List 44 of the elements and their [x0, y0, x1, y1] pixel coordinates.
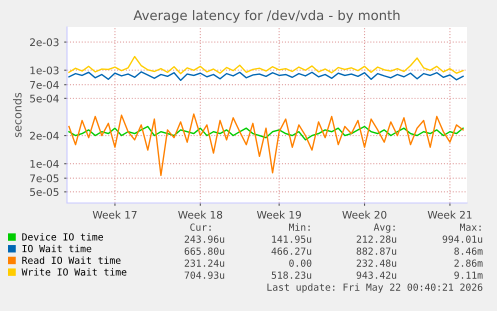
x-tick-label: Week 20 [342, 210, 386, 219]
y-axis-title: seconds [13, 92, 22, 138]
legend-label: Device IO time [22, 233, 103, 241]
y-tick-label: 1e-03 [30, 66, 59, 74]
legend-label: Write IO Wait time [22, 268, 126, 276]
text: 9.11m [454, 271, 483, 279]
text: 212.28u [356, 235, 396, 243]
text: 2.86m [454, 259, 483, 267]
text: 943.42u [356, 271, 396, 279]
x-tick-label: Week 19 [256, 210, 301, 219]
text: 665.80u [184, 247, 224, 255]
text: 994.01u [442, 235, 482, 243]
text: 466.27u [272, 247, 312, 255]
text: 231.24u [184, 259, 224, 267]
x-tick-label: Week 21 [428, 210, 472, 219]
text: 141.95u [272, 235, 312, 243]
text: Min: [288, 223, 310, 231]
text: 704.93u [184, 271, 224, 279]
text: 8.46m [454, 247, 483, 255]
text: 0.00 [289, 259, 312, 267]
text: Cur: [190, 223, 211, 231]
line-series [68, 56, 464, 74]
y-tick-label: 7e-05 [30, 174, 58, 182]
x-tick-label: Week 18 [178, 210, 222, 219]
text: Max: [460, 224, 481, 231]
text: 243.96u [184, 235, 224, 243]
y-tick-label: 1e-04 [30, 160, 59, 168]
legend-label: IO Wait time [22, 244, 92, 252]
line-series [68, 71, 464, 82]
y-tick-label: 2e-03 [30, 38, 59, 46]
y-tick-label: 5e-04 [30, 94, 59, 102]
x-tick-label: Week 17 [92, 210, 137, 219]
y-tick-label: 2e-04 [30, 132, 59, 140]
text: Avg: [374, 224, 395, 233]
legend-label: Read IO Wait time [22, 256, 121, 264]
text: Last update: Fri May 22 00:40:21 2026 [267, 283, 482, 293]
text: 882.87u [356, 247, 396, 255]
y-tick-label: 5e-05 [30, 188, 58, 196]
y-tick-label: 7e-04 [30, 80, 59, 89]
line-series [68, 126, 464, 141]
text: 232.48u [356, 259, 396, 267]
text: 518.23u [272, 271, 312, 279]
chart-title: Average latency for /dev/vda - by month [134, 10, 400, 23]
line-series [68, 113, 464, 176]
